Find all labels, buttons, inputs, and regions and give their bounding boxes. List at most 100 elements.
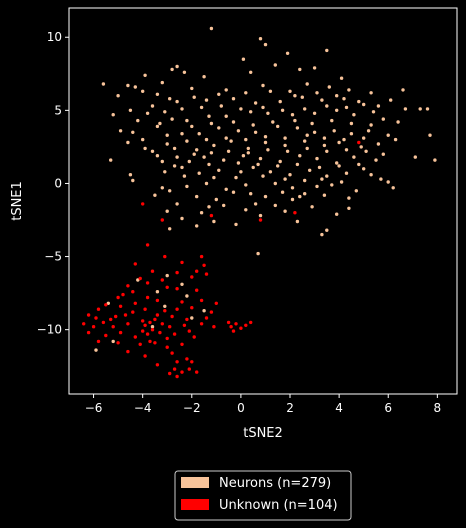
data-point [347, 88, 351, 92]
data-point [106, 301, 111, 305]
data-point [199, 254, 204, 259]
data-point [288, 89, 292, 94]
data-point [386, 133, 390, 137]
data-point [168, 325, 172, 329]
data-point [165, 285, 169, 289]
data-point [111, 325, 115, 329]
data-point [158, 330, 162, 335]
data-point [160, 186, 164, 190]
data-point [165, 273, 169, 278]
x-tick-label: 2 [286, 401, 294, 415]
y-axis-label: tSNE1 [10, 181, 25, 221]
data-point [236, 129, 241, 133]
data-point [148, 339, 152, 344]
data-point [263, 135, 268, 139]
data-point [195, 224, 199, 228]
data-point [148, 320, 152, 325]
data-point [256, 162, 260, 167]
data-point [303, 139, 307, 143]
data-point [371, 110, 376, 114]
data-point [145, 332, 150, 336]
data-point [180, 282, 184, 286]
x-tick-label: 6 [384, 401, 392, 415]
data-point [141, 202, 145, 206]
data-point [224, 88, 228, 92]
data-point [249, 70, 253, 75]
data-point [82, 322, 86, 326]
data-point [165, 133, 169, 137]
data-point [150, 104, 155, 108]
data-point [332, 129, 336, 133]
data-point [212, 175, 216, 180]
data-point [283, 136, 287, 140]
data-point [155, 363, 160, 367]
data-point [209, 121, 214, 126]
y-tick-label: −10 [37, 323, 62, 337]
data-point [182, 70, 187, 75]
x-tick-label: −6 [85, 401, 103, 415]
data-point [114, 314, 118, 319]
data-point [180, 165, 184, 170]
data-point [354, 189, 358, 193]
data-point [153, 317, 157, 322]
data-point [374, 158, 378, 162]
data-point [143, 323, 147, 327]
data-point [116, 341, 120, 345]
data-point [244, 137, 248, 142]
data-point [192, 95, 196, 99]
data-point [153, 341, 157, 345]
data-point [295, 219, 300, 224]
data-point [204, 137, 209, 142]
series-neurons [94, 26, 437, 352]
data-point [253, 202, 258, 206]
data-point [268, 170, 273, 174]
data-point [143, 307, 147, 311]
data-point [251, 123, 255, 127]
data-point [389, 98, 393, 102]
data-point [131, 130, 135, 134]
data-point [192, 335, 196, 339]
data-point [180, 370, 184, 374]
data-point [170, 314, 174, 319]
data-point [305, 82, 309, 86]
data-point [187, 367, 191, 371]
data-point [195, 148, 199, 152]
data-point [320, 98, 324, 102]
data-point [150, 325, 155, 329]
data-point [187, 159, 191, 164]
data-point [123, 313, 128, 317]
data-point [172, 332, 177, 336]
data-point [143, 354, 147, 358]
data-point [344, 171, 349, 175]
data-point [86, 330, 91, 335]
data-point [325, 228, 329, 232]
data-point [322, 193, 327, 197]
data-point [335, 108, 339, 113]
data-point [300, 95, 304, 99]
data-point [244, 183, 248, 187]
data-point [381, 117, 385, 121]
data-point [204, 181, 209, 186]
data-point [204, 316, 209, 320]
data-point [231, 120, 236, 124]
data-point [285, 51, 290, 55]
data-point [195, 194, 199, 199]
data-point [160, 159, 164, 164]
data-point [312, 66, 317, 70]
data-point [357, 140, 361, 145]
data-point [217, 168, 221, 172]
plot-frame [68, 7, 458, 395]
data-point [258, 156, 263, 161]
data-point [293, 211, 297, 215]
data-point [379, 177, 383, 181]
data-point [283, 209, 287, 213]
data-point [133, 335, 137, 339]
data-point [86, 313, 91, 317]
data-point [308, 168, 312, 172]
data-point [258, 213, 263, 218]
x-axis-ticks: −6 −4 −2 0 2 4 6 8 [85, 394, 441, 415]
data-point [145, 111, 150, 116]
data-point [298, 154, 302, 158]
x-tick-label: −4 [134, 401, 152, 415]
data-point [362, 102, 366, 107]
